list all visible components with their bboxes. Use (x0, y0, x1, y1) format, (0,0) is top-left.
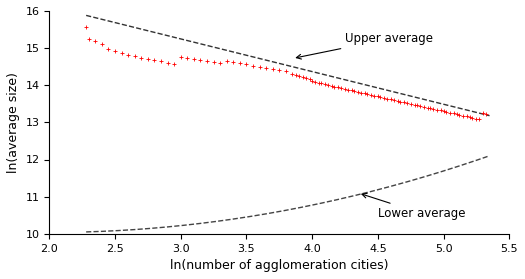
Point (255, 64, 264, 69)
Point (416, 104, 424, 108)
Point (104, 47, 113, 51)
Point (396, 99, 404, 104)
Point (354, 90, 362, 94)
Point (343, 87, 352, 92)
Point (111, 49, 119, 53)
Point (446, 110, 454, 115)
Point (439, 109, 448, 114)
Point (330, 85, 339, 89)
Point (419, 105, 428, 109)
Point (229, 60, 237, 64)
Point (85, 37, 93, 41)
Point (479, 111, 487, 115)
Point (472, 116, 480, 121)
Point (426, 106, 435, 110)
Point (98, 42, 106, 47)
Point (361, 91, 369, 96)
Point (262, 66, 270, 70)
Point (306, 76, 314, 81)
Point (387, 97, 395, 102)
Point (317, 81, 326, 86)
Point (442, 110, 450, 114)
Point (367, 93, 375, 97)
Point (337, 86, 345, 90)
Point (324, 83, 332, 87)
Point (314, 80, 323, 85)
Point (311, 79, 319, 84)
Point (288, 72, 297, 76)
Point (370, 93, 378, 98)
Text: Upper average: Upper average (297, 32, 433, 59)
Point (124, 52, 132, 57)
Point (183, 56, 192, 60)
Point (429, 107, 437, 111)
Point (481, 112, 490, 116)
Point (390, 98, 398, 102)
Point (308, 78, 317, 83)
Point (249, 63, 257, 68)
Point (275, 68, 284, 72)
Point (424, 105, 432, 110)
Point (82, 25, 90, 29)
Point (413, 103, 422, 107)
Point (299, 74, 307, 79)
Point (196, 58, 205, 62)
Point (268, 67, 277, 71)
Point (463, 114, 471, 119)
Point (144, 57, 152, 61)
Point (350, 89, 359, 93)
Point (118, 50, 126, 55)
Point (334, 85, 343, 90)
Point (223, 59, 231, 63)
Point (475, 117, 483, 122)
Point (380, 96, 388, 100)
Point (437, 108, 445, 113)
Point (203, 59, 211, 63)
Point (209, 60, 218, 64)
Point (236, 61, 244, 66)
Point (348, 88, 356, 93)
Point (295, 74, 303, 78)
Point (468, 116, 477, 120)
Point (176, 54, 185, 59)
Point (383, 96, 391, 101)
Point (157, 59, 165, 64)
Point (406, 102, 415, 106)
Point (137, 56, 145, 60)
Point (170, 61, 178, 66)
Point (356, 90, 365, 95)
Point (453, 112, 461, 116)
Point (450, 111, 458, 116)
X-axis label: ln(number of agglomeration cities): ln(number of agglomeration cities) (170, 259, 388, 272)
Point (363, 92, 372, 96)
Point (292, 73, 301, 77)
Point (341, 87, 349, 91)
Point (282, 69, 290, 73)
Point (433, 107, 441, 112)
Point (466, 115, 474, 119)
Point (403, 101, 411, 105)
Point (393, 98, 402, 103)
Point (163, 60, 172, 65)
Point (216, 61, 224, 66)
Point (376, 95, 385, 99)
Point (91, 39, 100, 43)
Point (131, 54, 139, 59)
Point (411, 102, 419, 107)
Point (374, 94, 382, 98)
Point (455, 113, 464, 117)
Point (301, 76, 310, 80)
Point (328, 84, 336, 88)
Point (400, 100, 408, 105)
Text: Lower average: Lower average (362, 193, 465, 220)
Point (242, 62, 250, 67)
Point (321, 82, 330, 87)
Point (459, 114, 467, 118)
Point (150, 58, 159, 62)
Point (190, 57, 198, 61)
Y-axis label: ln(average size): ln(average size) (7, 72, 20, 173)
